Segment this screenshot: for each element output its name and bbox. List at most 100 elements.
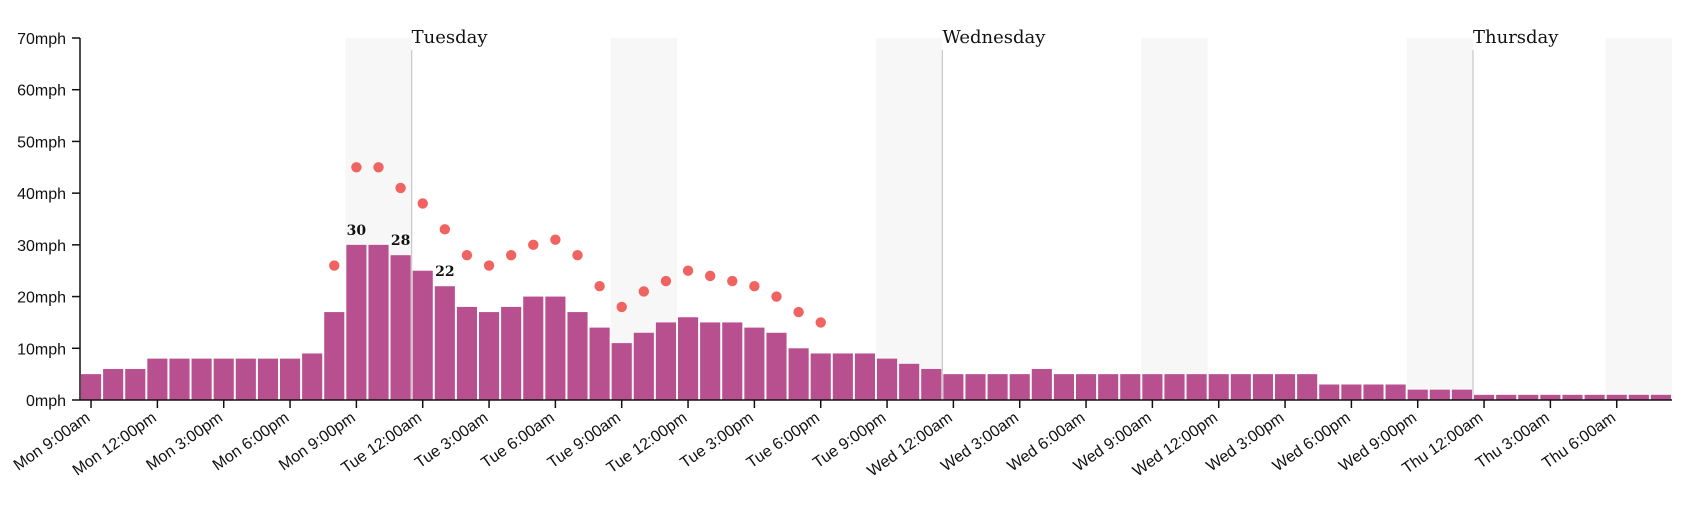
wind-speed-bar (257, 358, 278, 400)
y-tick-label: 70mph (17, 31, 66, 48)
wind-speed-bar (655, 322, 676, 400)
day-label: Tuesday (412, 27, 489, 48)
wind-speed-bar (987, 374, 1008, 400)
wind-speed-bar (611, 343, 632, 400)
bar-data-labels: 30 28 22 (347, 223, 455, 280)
gust-point (594, 281, 605, 292)
x-tick-label: Thu 3:00am (1473, 409, 1553, 472)
bar-data-label: 28 (391, 233, 410, 249)
wind-speed-bar (1363, 384, 1384, 400)
gust-point (373, 162, 384, 173)
wind-speed-bar (788, 348, 809, 400)
wind-speed-bar (965, 374, 986, 400)
wind-speed-bar (943, 374, 964, 400)
wind-speed-bar (899, 363, 920, 400)
day-dividers: Tuesday Wednesday Thursday (411, 27, 1559, 400)
wind-speed-bar (302, 353, 323, 400)
wind-speed-bar (125, 368, 146, 400)
wind-speed-bar (1474, 394, 1495, 400)
wind-speed-bar (324, 312, 345, 400)
gust-point (395, 182, 406, 194)
gust-point (505, 250, 517, 261)
wind-speed-bar (280, 358, 301, 400)
wind-speed-bar (191, 358, 212, 400)
wind-speed-bar (1451, 389, 1472, 400)
x-tick-label: Tue 6:00am (478, 409, 557, 472)
gust-point (704, 270, 716, 282)
night-band (1141, 38, 1208, 400)
wind-speed-bar (1031, 368, 1052, 400)
y-tick-label: 20mph (17, 290, 66, 307)
wind-speed-bar (766, 332, 787, 400)
y-axis: 0mph 10mph 20mph 30mph 40mph 50mph 60mph 70mph (17, 31, 81, 410)
bar-data-label: 22 (435, 264, 454, 280)
wind-speed-bar (501, 306, 522, 400)
wind-speed-bar (678, 317, 699, 400)
wind-speed-bar (346, 244, 367, 400)
wind-speed-bar (1628, 394, 1649, 400)
wind-speed-bar (1385, 384, 1406, 400)
gust-point (682, 265, 694, 276)
wind-speed-bar (1606, 394, 1627, 400)
gust-points (329, 162, 826, 328)
wind-speed-bar (368, 244, 389, 400)
wind-speed-bar (1650, 394, 1671, 400)
wind-speed-bar (1164, 374, 1185, 400)
wind-speed-bar (1076, 374, 1097, 400)
wind-speed-bar (1275, 374, 1296, 400)
wind-speed-bar (1584, 394, 1605, 400)
gust-point (815, 317, 826, 328)
wind-speed-bar (1407, 389, 1428, 400)
gust-point (616, 301, 627, 313)
wind-speed-bar (854, 353, 875, 400)
wind-speed-bar (921, 368, 942, 400)
wind-speed-bar (1120, 374, 1141, 400)
wind-speed-bar (633, 332, 654, 400)
wind-speed-bar (744, 327, 765, 400)
gust-point (528, 239, 539, 251)
y-tick-label: 50mph (17, 134, 66, 151)
wind-speed-bar (1319, 384, 1340, 400)
wind-speed-bar (1429, 389, 1450, 400)
wind-speed-bar (1496, 394, 1517, 400)
gust-point (660, 275, 672, 287)
wind-speed-bar (722, 322, 743, 400)
x-tick-label: Tue 6:00pm (744, 409, 823, 472)
wind-speed-bar (1341, 384, 1362, 400)
wind-speed-bar (1098, 374, 1119, 400)
wind-speed-bar (700, 322, 721, 400)
gust-point (749, 281, 760, 292)
wind-speed-bar (1009, 374, 1030, 400)
night-bands (345, 38, 1672, 400)
wind-speed-bar (434, 286, 455, 400)
wind-speed-bar (479, 312, 500, 400)
gust-point (771, 291, 782, 302)
x-tick-label: Tue 3:00am (412, 409, 491, 472)
gust-point (550, 234, 561, 245)
wind-speed-bar (169, 358, 190, 400)
gust-point (351, 162, 362, 173)
gust-point (461, 250, 473, 261)
wind-speed-bar (1562, 394, 1583, 400)
y-tick-label: 30mph (17, 238, 66, 255)
wind-speed-bar (810, 353, 831, 400)
wind-speed-bar (1208, 374, 1229, 400)
wind-speed-bar (147, 358, 168, 400)
gust-point (483, 260, 495, 271)
wind-speed-bar (235, 358, 256, 400)
wind-speed-bar (877, 358, 898, 400)
gust-point (417, 198, 428, 209)
gust-point (638, 286, 650, 297)
y-tick-label: 0mph (26, 393, 66, 410)
x-tick-label: Thu 6:00am (1539, 409, 1619, 472)
gust-point (572, 250, 583, 261)
wind-speed-bar (1142, 374, 1163, 400)
night-band (1605, 38, 1672, 400)
wind-speed-bar (1518, 394, 1539, 400)
wind-speed-bar (81, 374, 102, 400)
x-tick-label: Tue 3:00pm (677, 409, 756, 472)
wind-speed-bar (213, 358, 234, 400)
gust-point (793, 306, 804, 318)
